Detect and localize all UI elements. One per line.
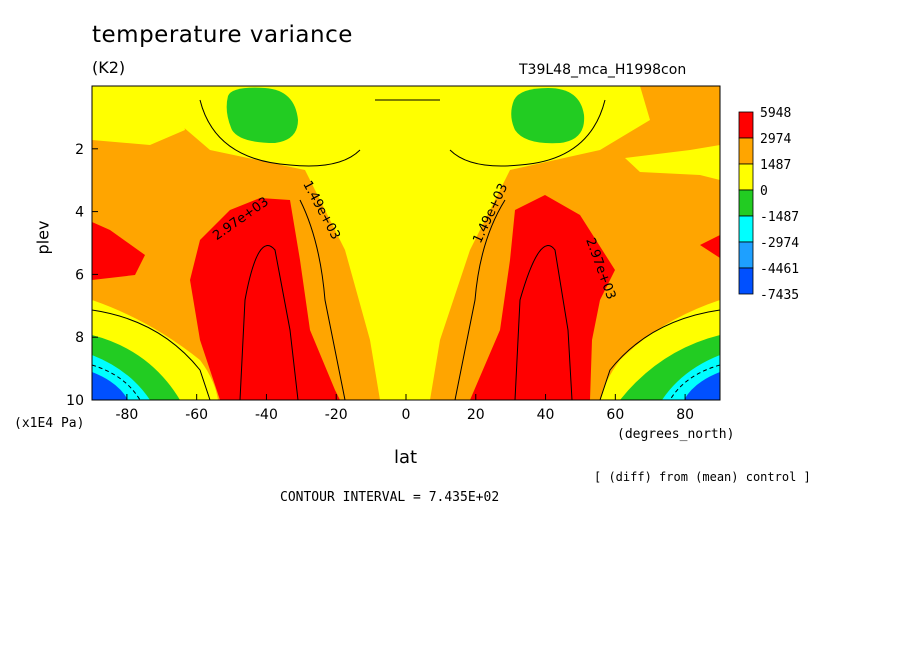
yellow-right-tongue bbox=[625, 145, 720, 180]
diff-note: [ (diff) from (mean) control ] bbox=[594, 470, 811, 484]
x-axis-unit: (degrees_north) bbox=[617, 427, 735, 442]
green-upper-left-minimum bbox=[226, 87, 298, 143]
x-tick-label: -20 bbox=[325, 407, 348, 423]
run-name: T39L48_mca_H1998con bbox=[519, 62, 687, 78]
x-tick-label: 80 bbox=[676, 407, 694, 423]
yellow-upper-left bbox=[92, 86, 185, 145]
y-tick-label: 2 bbox=[75, 142, 84, 158]
contour-line bbox=[199, 99, 361, 167]
blue-lower-right-minimum bbox=[684, 372, 720, 400]
yellow-central-region bbox=[175, 86, 650, 400]
y-axis-unit: (x1E4 Pa) bbox=[14, 416, 85, 431]
chart-units: (K2) bbox=[92, 58, 126, 77]
x-tick-label: 20 bbox=[467, 407, 485, 423]
colorbar-swatch bbox=[738, 267, 754, 295]
colorbar-swatch bbox=[738, 111, 754, 139]
colorbar-level-label: -7435 bbox=[760, 288, 799, 303]
colorbar-level-label: -4461 bbox=[760, 262, 799, 277]
red-right-maximum bbox=[470, 195, 615, 400]
contour-line bbox=[669, 364, 720, 400]
x-tick-label: -60 bbox=[185, 407, 208, 423]
red-left-maximum bbox=[190, 198, 340, 400]
y-axis-ticks: 2 4 6 8 10 bbox=[66, 142, 98, 409]
x-axis-ticks: -80 -60 -40 -20 0 20 40 60 80 bbox=[115, 394, 694, 423]
red-right-edge bbox=[700, 235, 720, 258]
colorbar: 5948 2974 1487 0 -1487 -2974 -4461 -7435 bbox=[738, 106, 799, 303]
y-tick-label: 6 bbox=[75, 267, 84, 283]
contour-line bbox=[514, 245, 573, 400]
contour-field bbox=[92, 86, 720, 400]
colorbar-level-label: -2974 bbox=[760, 236, 799, 251]
contour-line bbox=[449, 99, 606, 167]
blue-lower-left-minimum bbox=[92, 372, 128, 400]
x-axis-label: lat bbox=[394, 447, 418, 468]
y-tick-label: 10 bbox=[66, 393, 84, 409]
contour-line bbox=[299, 199, 346, 400]
x-tick-label: -80 bbox=[115, 407, 138, 423]
colorbar-swatch bbox=[738, 189, 754, 217]
colorbar-swatch bbox=[738, 241, 754, 269]
contour-lines bbox=[92, 99, 720, 400]
contour-line bbox=[92, 364, 141, 400]
contour-line bbox=[92, 309, 211, 400]
colorbar-level-label: 0 bbox=[760, 184, 768, 199]
y-tick-label: 4 bbox=[75, 205, 84, 221]
colorbar-swatch bbox=[738, 163, 754, 191]
colorbar-level-label: -1487 bbox=[760, 210, 799, 225]
y-tick-label: 8 bbox=[75, 330, 84, 346]
colorbar-level-label: 1487 bbox=[760, 158, 791, 173]
x-tick-label: 40 bbox=[537, 407, 555, 423]
colorbar-level-label: 5948 bbox=[760, 106, 791, 121]
colorbar-swatch bbox=[738, 215, 754, 243]
x-tick-label: 60 bbox=[606, 407, 624, 423]
colorbar-level-label: 2974 bbox=[760, 132, 791, 147]
contour-line bbox=[454, 199, 506, 400]
green-upper-right-minimum bbox=[511, 88, 585, 144]
x-tick-label: -40 bbox=[255, 407, 278, 423]
contour-line bbox=[239, 245, 299, 400]
contour-line bbox=[599, 309, 720, 400]
x-tick-label: 0 bbox=[402, 407, 411, 423]
contour-interval: CONTOUR INTERVAL = 7.435E+02 bbox=[280, 490, 500, 505]
colorbar-swatch bbox=[738, 137, 754, 165]
chart-title: temperature variance bbox=[92, 22, 353, 48]
red-left-edge bbox=[92, 222, 145, 280]
